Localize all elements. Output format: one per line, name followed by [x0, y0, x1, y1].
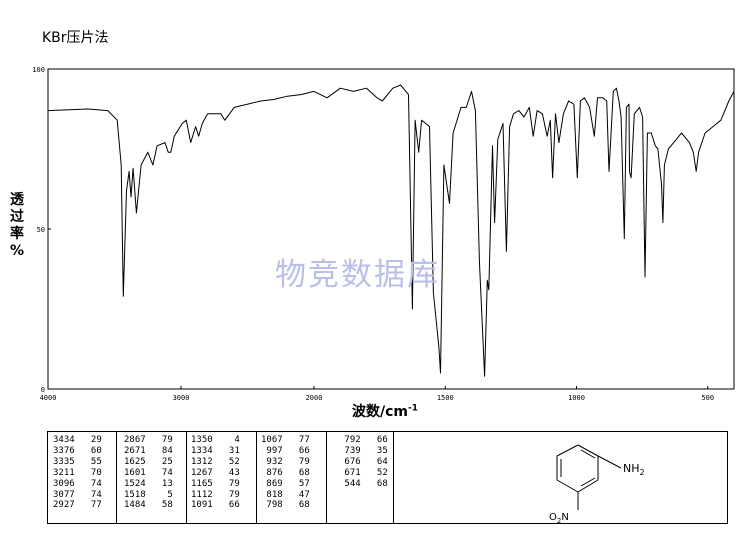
peak-entry: 676 64: [339, 456, 388, 467]
peak-entry: 3211 70: [53, 467, 102, 478]
page-title: KBr压片法: [42, 30, 109, 46]
column-divider: [326, 432, 327, 523]
peak-entry: 671 52: [339, 467, 388, 478]
3-nitroaniline-structure-icon: NH2 O2N: [549, 444, 645, 525]
column-divider: [116, 432, 117, 523]
peak-column: 3434 29 3376 60 3335 55 3211 70 3096 74 3077 …: [53, 435, 113, 511]
peak-entry: 1165 79: [191, 478, 240, 489]
peak-entry: 3096 74: [53, 478, 102, 489]
peak-entry: 3077 74: [53, 489, 102, 500]
peak-entry: 1601 74: [124, 467, 173, 478]
y-axis-label-char: %: [9, 243, 25, 259]
peak-entry: 1067 77: [261, 435, 310, 445]
peak-entry: 876 68: [261, 467, 310, 478]
x-tick-label: 3000: [173, 394, 190, 402]
peak-entry: 2927 77: [53, 500, 102, 511]
peak-entry: 2867 79: [124, 435, 173, 445]
peak-column: 792 66 739 35 676 64 671 52 544 68: [339, 435, 399, 490]
molecule-structure: NH2 O2N: [441, 432, 728, 525]
column-divider: [186, 432, 187, 523]
y-tick-label: 100: [32, 66, 45, 74]
y-axis-label-char: 率: [10, 226, 24, 242]
x-tick-label: 500: [701, 394, 714, 402]
y-tick-label: 50: [37, 226, 45, 234]
ir-spectrum-chart: 4000 3000 2000 1500 1000 500 0 50 100: [32, 66, 735, 402]
peak-entry: 739 35: [339, 445, 388, 456]
peak-column: 1350 4 1334 31 1312 52 1267 43 1165 79 1112 7…: [191, 435, 251, 511]
peak-column: 1067 77 997 66 932 79 876 68 869 57 818 …: [261, 435, 321, 511]
peak-entry: 1112 79: [191, 489, 240, 500]
peak-entry: 1091 66: [191, 500, 240, 511]
peak-entry: 3376 60: [53, 445, 102, 456]
peak-entry: 1518 5: [124, 489, 173, 500]
peak-entry: 792 66: [339, 435, 388, 445]
column-divider: [393, 432, 394, 523]
peak-entry: 1312 52: [191, 456, 240, 467]
x-tick-label: 2000: [306, 394, 323, 402]
spectrum-line: [47, 84, 735, 377]
x-tick-label: 4000: [40, 394, 57, 402]
peak-entry: 1484 58: [124, 500, 173, 511]
peak-entry: 798 68: [261, 500, 310, 511]
peak-column: 2867 79 2671 84 1625 25 1601 74 1524 13 1518 …: [124, 435, 184, 511]
y-axis-label-char: 过: [10, 209, 24, 225]
y-axis-label-char: 透: [10, 192, 24, 208]
column-divider: [256, 432, 257, 523]
peak-entry: 2671 84: [124, 445, 173, 456]
peak-entry: 3335 55: [53, 456, 102, 467]
peak-entry: 3434 29: [53, 435, 102, 445]
peak-entry: 932 79: [261, 456, 310, 467]
peak-entry: 1524 13: [124, 478, 173, 489]
peak-entry: 1334 31: [191, 445, 240, 456]
amine-label: NH2: [623, 462, 645, 477]
x-tick-label: 1500: [437, 394, 454, 402]
peak-table: 3434 29 3376 60 3335 55 3211 70 3096 74 3077 …: [47, 431, 728, 525]
peak-entry: 544 68: [339, 478, 388, 489]
y-axis-label: 透 过 率 %: [8, 192, 26, 260]
nitro-label: O2N: [549, 512, 569, 523]
peak-entry: 997 66: [261, 445, 310, 456]
peak-entry: 1625 25: [124, 456, 173, 467]
x-tick-label: 1000: [568, 394, 585, 402]
axis-ticks: 4000 3000 2000 1500 1000 500 0 50 100: [32, 66, 714, 402]
watermark-text: 物竞数据库: [275, 257, 440, 293]
plot-frame: [47, 68, 735, 390]
x-axis-label: 波数/cm-1: [352, 403, 418, 420]
peak-entry: 869 57: [261, 478, 310, 489]
peak-entry: 1350 4: [191, 435, 240, 445]
peak-entry: 1267 43: [191, 467, 240, 478]
y-tick-label: 0: [41, 386, 45, 394]
peak-entry: 818 47: [261, 489, 310, 500]
